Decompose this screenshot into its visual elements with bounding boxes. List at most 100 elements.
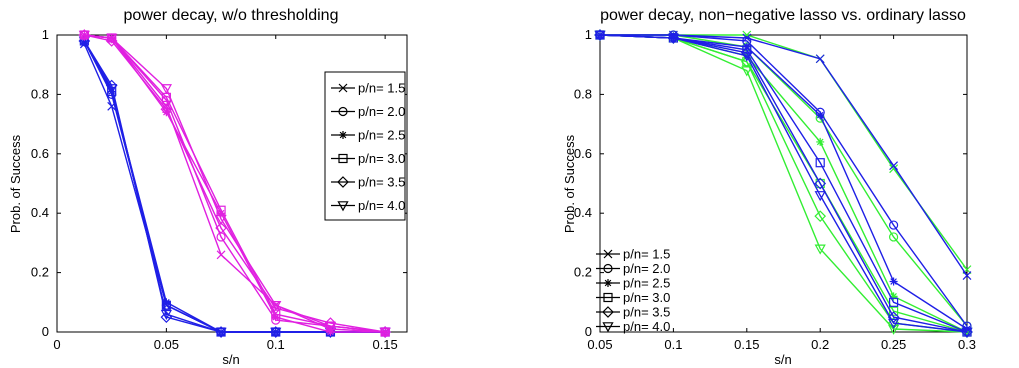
data-point	[889, 292, 898, 301]
data-point	[324, 321, 337, 332]
x-tick-label: 0.25	[881, 337, 906, 352]
data-point	[160, 103, 173, 116]
data-point	[162, 108, 171, 117]
data-point	[271, 313, 280, 322]
y-axis-label: Prob. of Success	[8, 134, 23, 233]
y-tick-label: 1	[585, 27, 592, 42]
data-point	[742, 42, 751, 51]
data-point	[270, 327, 282, 338]
legend-label: p/n= 3.5	[358, 175, 405, 190]
data-point	[326, 328, 335, 336]
series-line	[84, 34, 386, 333]
legend-label: p/n= 3.0	[623, 290, 670, 305]
data-point	[889, 161, 899, 171]
y-tick-label: 0.4	[574, 205, 592, 220]
legend-label: p/n= 2.0	[358, 104, 405, 119]
y-tick-label: 0	[42, 324, 49, 339]
data-point	[814, 210, 827, 223]
data-point	[814, 177, 827, 190]
data-point	[379, 327, 391, 338]
y-tick-label: 0.8	[31, 86, 49, 101]
y-tick-label: 0.8	[574, 86, 592, 101]
data-point	[888, 220, 899, 230]
data-point	[815, 158, 825, 168]
legend-box	[324, 71, 406, 221]
data-point	[216, 250, 226, 260]
data-point	[215, 214, 227, 225]
x-tick-label: 0.05	[587, 337, 612, 352]
data-point	[215, 222, 227, 234]
data-point	[162, 298, 171, 307]
x-tick-label: 0	[53, 337, 60, 352]
chart-title: power decay, w/o thresholding	[124, 7, 339, 24]
legend-label: p/n= 3.5	[623, 305, 670, 320]
data-point	[217, 209, 226, 218]
data-point	[78, 30, 90, 41]
legend-marker	[338, 83, 348, 93]
legend-marker	[602, 322, 614, 333]
data-point	[889, 277, 898, 286]
data-point	[889, 164, 899, 174]
chart-left: power decay, w/o thresholding s/n Prob. …	[8, 7, 408, 367]
y-axis-label: Prob. of Success	[562, 134, 577, 233]
x-tick-label: 0.1	[664, 337, 682, 352]
data-point	[887, 318, 900, 329]
legend-label: p/n= 4.0	[623, 319, 670, 334]
legend-label: p/n= 2.5	[358, 128, 405, 143]
plot-area: 0 0.05 0.1 0.15 0 0.2 0.4 0.6 0.8 1 p/n= 1.5 p/n= 2…	[31, 27, 408, 352]
data-point	[667, 33, 680, 44]
legend-marker	[603, 263, 613, 274]
x-axis-label: s/n	[774, 352, 791, 367]
data-point	[961, 327, 973, 338]
legend-label: p/n= 4.0	[358, 198, 405, 213]
data-point	[814, 244, 826, 255]
data-point	[741, 51, 753, 62]
data-point	[381, 328, 390, 336]
data-point	[160, 84, 172, 95]
series-line	[84, 34, 386, 333]
data-point	[816, 137, 825, 146]
data-point	[816, 111, 825, 120]
data-point	[215, 327, 227, 338]
legend-marker	[603, 249, 613, 259]
chart-title: power decay, non−negative lasso vs. ordi…	[600, 7, 966, 24]
legend-label: p/n= 1.5	[358, 81, 405, 96]
legend-marker	[337, 201, 349, 212]
series-line	[600, 34, 968, 271]
series-line	[600, 34, 968, 327]
x-tick-label: 0.2	[811, 337, 829, 352]
data-point	[106, 84, 118, 95]
data-point	[888, 232, 899, 242]
data-point	[324, 317, 337, 329]
y-tick-label: 0.2	[31, 265, 49, 280]
x-axis-label: s/n	[222, 352, 239, 367]
y-tick-label: 0.2	[574, 265, 592, 280]
data-point	[594, 30, 606, 41]
data-point	[161, 300, 171, 310]
x-tick-label: 0.05	[154, 337, 179, 352]
legend-label: p/n= 1.5	[623, 247, 670, 262]
x-tick-label: 0.1	[267, 337, 285, 352]
x-tick-label: 0.15	[734, 337, 759, 352]
data-point	[160, 309, 172, 321]
data-point	[962, 271, 972, 280]
y-tick-label: 0.4	[31, 205, 49, 220]
legend-marker	[338, 153, 348, 164]
y-tick-label: 0.6	[31, 146, 49, 161]
data-point	[815, 178, 825, 189]
data-point	[741, 66, 753, 77]
data-point	[888, 297, 899, 307]
legend-label: p/n= 2.0	[623, 261, 670, 276]
legend-marker	[603, 292, 613, 303]
data-point	[963, 325, 971, 334]
data-point	[270, 300, 282, 312]
legend-label: p/n= 3.0	[358, 151, 405, 166]
plot-area: 0.05 0.1 0.15 0.2 0.25 0.3 0 0.2 0.4 0.6 0.8 1 p/n= …	[574, 27, 976, 352]
data-point	[815, 54, 825, 64]
y-tick-label: 1	[42, 27, 49, 42]
legend-marker	[337, 176, 349, 188]
legend-marker	[338, 106, 348, 117]
data-point	[106, 33, 118, 44]
legend-marker	[339, 131, 347, 139]
